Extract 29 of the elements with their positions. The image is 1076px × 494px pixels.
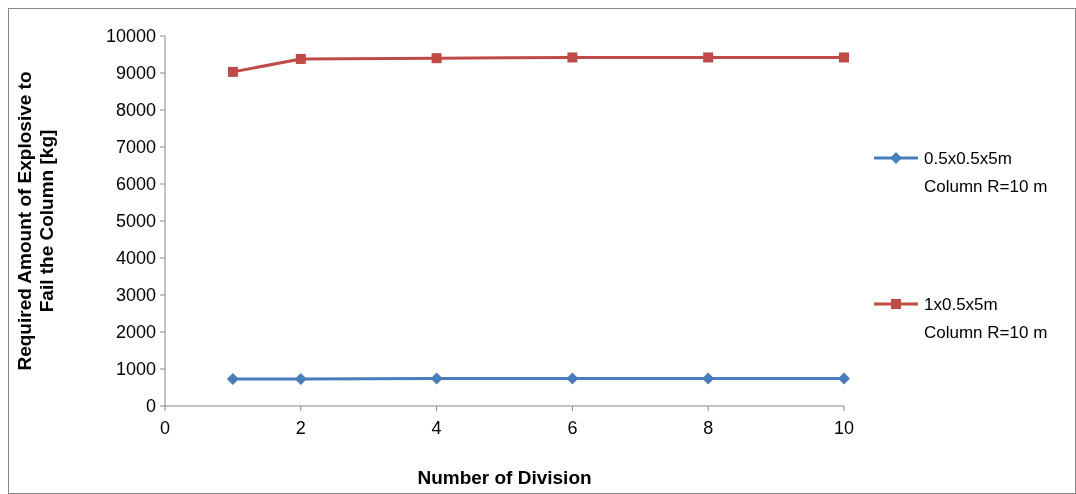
y-tick-label: 5000 (115, 211, 156, 232)
point (226, 372, 239, 385)
x-tick-label: 8 (703, 418, 714, 438)
point (431, 53, 442, 64)
y-tick-label: 7000 (115, 137, 156, 158)
point (567, 52, 578, 63)
y-tick-label: 10000 (105, 26, 156, 47)
x-tick-label: 10 (833, 418, 855, 438)
point (295, 53, 306, 64)
y-tick-label: 2000 (115, 322, 156, 343)
x-axis-title: Number of Division (417, 467, 592, 488)
x-tick-label: 0 (159, 418, 171, 438)
y-axis-title: Required Amount of Explosive to Fail the Column [kg] (14, 71, 57, 371)
y-tick-label: 4000 (115, 248, 156, 269)
x-tick-label: 6 (567, 418, 578, 438)
point (839, 52, 849, 63)
x-tick-label: 2 (295, 418, 306, 438)
x-tick-label: 4 (431, 418, 442, 438)
point (838, 372, 850, 385)
y-tick-label: 9000 (115, 63, 156, 84)
legend-label: 1x0.5x5m Column R=10 m (924, 294, 1048, 342)
y-tick-label: 6000 (115, 174, 156, 195)
point (703, 52, 714, 63)
y-tick-label: 8000 (115, 100, 156, 121)
y-tick-label: 3000 (115, 285, 156, 306)
legend-label: 0.5x0.5x5m Column R=10 m (924, 148, 1048, 196)
y-tick-label: 0 (145, 396, 156, 417)
point (227, 66, 238, 77)
y-tick-label: 1000 (115, 359, 156, 380)
